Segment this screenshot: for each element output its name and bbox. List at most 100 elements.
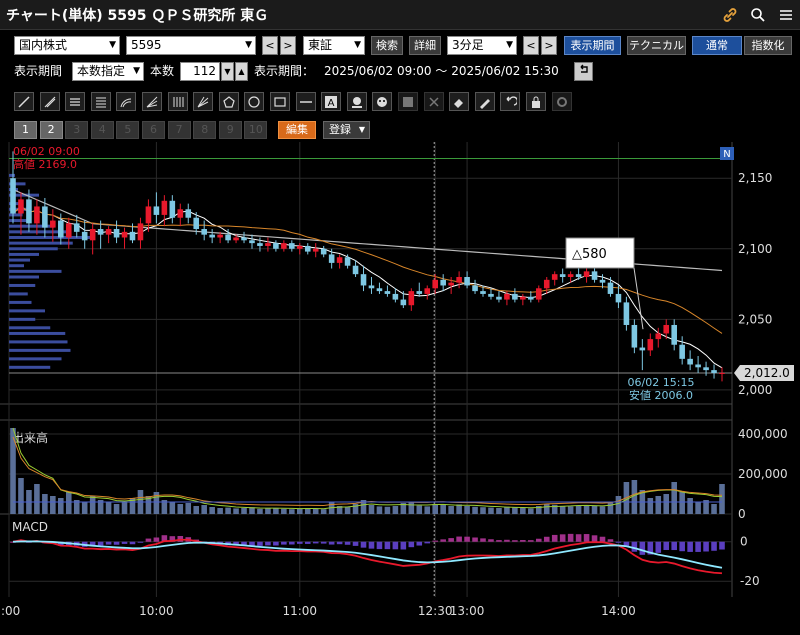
volume-profile-bar	[9, 309, 45, 313]
macd-histogram-bar	[647, 541, 654, 555]
chevron-down-icon: ▼	[245, 40, 252, 50]
search-button[interactable]: 検索	[371, 36, 403, 55]
macd-histogram-bar	[679, 541, 685, 552]
page-button-5[interactable]: 5	[116, 121, 140, 139]
page-button-8[interactable]: 8	[193, 121, 217, 139]
price-tick-label: 2,100	[738, 242, 772, 256]
refresh-icon[interactable]	[574, 62, 593, 81]
volume-bar	[58, 498, 64, 514]
eraser-tool-button[interactable]	[449, 92, 470, 111]
menu-icon[interactable]	[772, 1, 800, 29]
volume-bar	[304, 508, 311, 514]
macd-histogram-bar	[249, 541, 255, 546]
channel-tool-button[interactable]	[90, 92, 111, 111]
search-icon[interactable]	[744, 1, 772, 29]
hline-tool-button[interactable]	[295, 92, 316, 111]
code-input[interactable]: 5595 ▼	[126, 36, 256, 55]
page-button-2[interactable]: 2	[39, 121, 63, 139]
undo-tool-button[interactable]	[500, 92, 521, 111]
annotation-label: △580	[572, 247, 607, 262]
trend-tool-button[interactable]	[39, 92, 60, 111]
price-tick-label: 2,050	[738, 312, 772, 326]
candle-body	[89, 229, 96, 241]
link-icon[interactable]	[716, 1, 744, 29]
erase-tool-button[interactable]	[423, 92, 444, 111]
volume-bar	[535, 506, 542, 514]
register-button[interactable]: 登録 ▼	[323, 121, 370, 139]
speed-tool-button[interactable]	[193, 92, 214, 111]
candle-body	[440, 279, 446, 286]
interval-prev-button[interactable]: <	[523, 36, 539, 55]
count-up-button[interactable]: ▲	[235, 62, 248, 81]
grid-tool-button[interactable]	[398, 92, 418, 111]
page-button-1[interactable]: 1	[14, 121, 37, 139]
bubble-tool-button[interactable]	[372, 92, 393, 111]
page-button-4[interactable]: 4	[90, 121, 114, 139]
volume-profile-bar	[9, 219, 32, 223]
interval-next-button[interactable]: >	[541, 36, 557, 55]
macd-tick-label: 0	[740, 535, 748, 549]
icon-tool-button[interactable]	[346, 92, 367, 111]
volume-bar	[185, 503, 192, 514]
count-down-button[interactable]: ▼	[221, 62, 234, 81]
page-button-3[interactable]: 3	[65, 121, 89, 139]
candle-body	[42, 206, 48, 228]
pentagon-tool-button[interactable]	[218, 92, 239, 111]
parallel-tool-button[interactable]	[65, 92, 86, 111]
market-select[interactable]: 国内株式 ▼	[14, 36, 120, 55]
chevron-down-icon: ▼	[109, 40, 116, 50]
register-button-label: 登録	[329, 123, 351, 136]
settings-tool-button[interactable]	[551, 92, 572, 111]
volume-bar	[607, 502, 614, 514]
page-button-10[interactable]: 10	[244, 121, 268, 139]
page-button-7[interactable]: 7	[167, 121, 191, 139]
n-badge-label: N	[723, 149, 730, 160]
exchange-select[interactable]: 東証 ▼	[303, 36, 365, 55]
macd-histogram-bar	[281, 541, 287, 545]
volume-bar	[424, 506, 431, 514]
code-next-button[interactable]: >	[280, 36, 296, 55]
period-button[interactable]: 表示期間	[564, 36, 621, 55]
rect-tool-button[interactable]	[270, 92, 290, 111]
page-button-9[interactable]: 9	[218, 121, 242, 139]
fibo-tool-button[interactable]	[167, 92, 188, 111]
page-button-6[interactable]: 6	[142, 121, 165, 139]
line-tool-button[interactable]	[14, 92, 34, 111]
detail-button[interactable]: 詳細	[409, 36, 441, 55]
code-prev-button[interactable]: <	[262, 36, 278, 55]
macd-histogram-bar	[129, 541, 136, 545]
candle-body	[535, 288, 542, 300]
edit-tool-button[interactable]	[474, 92, 495, 111]
lock-tool-button[interactable]	[526, 92, 546, 111]
macd-histogram-bar	[304, 541, 311, 544]
circle-tool-button[interactable]	[244, 92, 265, 111]
text-tool-button[interactable]: A	[321, 92, 342, 111]
count-input[interactable]: 112	[180, 62, 220, 81]
normal-button[interactable]: 通常	[692, 36, 742, 55]
edit-button[interactable]: 編集	[278, 121, 316, 139]
candle-body	[73, 223, 80, 232]
macd-histogram-bar	[432, 540, 439, 542]
candle-body	[137, 223, 144, 241]
candle-body	[711, 370, 717, 373]
arc-tool-button[interactable]	[116, 92, 137, 111]
volume-bar	[217, 508, 223, 514]
index-button[interactable]: 指数化	[744, 36, 792, 55]
candle-body	[631, 324, 638, 348]
volume-bar	[241, 508, 247, 514]
candle-body	[209, 234, 215, 238]
macd-histogram-bar	[328, 541, 335, 545]
volume-tick-label: 400,000	[738, 427, 788, 441]
interval-select[interactable]: 3分足 ▼	[447, 36, 517, 55]
technical-button[interactable]: テクニカル	[627, 36, 686, 55]
candle-body	[121, 231, 128, 238]
macd-histogram-bar	[551, 534, 558, 542]
fan-tool-button[interactable]	[142, 92, 162, 111]
period-select[interactable]: 本数指定 ▼	[72, 62, 144, 81]
candle-body	[105, 229, 112, 235]
volume-bar	[65, 492, 72, 514]
volume-bar	[312, 508, 319, 514]
candle-body	[81, 231, 88, 241]
time-tick-label: 11:00	[282, 604, 317, 618]
